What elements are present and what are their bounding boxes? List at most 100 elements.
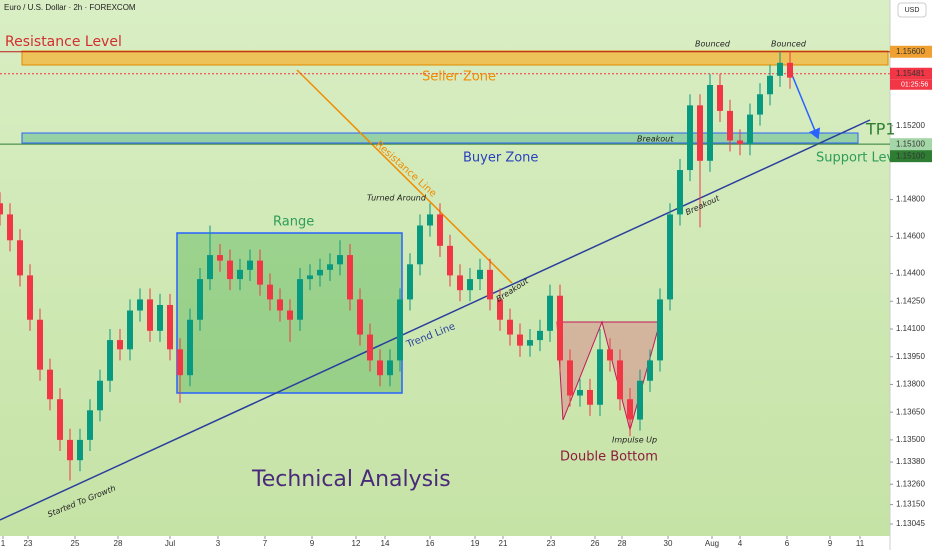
x-tick-label: 25 [71, 539, 80, 548]
candle-body [677, 170, 683, 215]
candle-body [317, 269, 323, 276]
candle-body [377, 360, 383, 376]
candle-body [117, 340, 123, 350]
candle-body [627, 399, 633, 420]
candle-body [307, 275, 313, 280]
candle-body [417, 225, 423, 265]
x-tick-label: 16 [426, 539, 435, 548]
countdown-box [890, 79, 932, 90]
candle-body [137, 299, 143, 311]
x-tick-label: 3 [216, 539, 221, 548]
candle-body [477, 269, 483, 280]
annotation: Bounced [771, 40, 807, 49]
x-tick-label: 6 [785, 539, 790, 548]
candle-body [147, 299, 153, 331]
candle-body [357, 299, 363, 335]
buyer-zone [21, 132, 859, 144]
price-tag-label: 1.15600 [896, 47, 925, 56]
candle-body [167, 304, 173, 350]
candle-body [227, 260, 233, 280]
candle-body [557, 295, 563, 361]
annotation: Impulse Up [612, 436, 657, 445]
y-tick-label: 1.13150 [896, 500, 925, 509]
x-tick-label: Aug [705, 539, 719, 548]
annotation: Double Bottom [560, 450, 658, 465]
candle-body [57, 399, 63, 440]
candle-body [187, 319, 193, 376]
candle-body [237, 269, 243, 280]
candle-body [577, 389, 583, 396]
x-tick-label: 26 [591, 539, 600, 548]
y-tick-label: 1.14100 [896, 324, 925, 333]
x-tick-label: 9 [310, 539, 315, 548]
candle-body [597, 349, 603, 405]
candle-body [407, 264, 413, 300]
candle-body [277, 299, 283, 311]
candle-body [547, 295, 553, 331]
price-tag [890, 138, 932, 151]
candle-body [37, 319, 43, 370]
resistance-line [296, 69, 513, 284]
x-tick-label: 1 [1, 539, 6, 548]
annotation: Seller Zone [422, 70, 496, 85]
x-tick-label: 19 [471, 539, 480, 548]
x-tick-label: 14 [381, 539, 390, 548]
x-tick-label: 12 [352, 539, 361, 548]
target-arrow [789, 69, 821, 140]
annotation: Support Level [816, 151, 906, 166]
time-axis-panel [0, 536, 890, 550]
price-tag-label: 1.15100 [896, 151, 925, 160]
candle-body [737, 140, 743, 145]
x-tick-label: Jul [165, 539, 175, 548]
candle-body [7, 214, 13, 241]
candle-body [787, 62, 793, 78]
candle-body [297, 279, 303, 320]
candle-body [97, 380, 103, 411]
candle-body [497, 299, 503, 320]
candle-body [437, 214, 443, 246]
candle-body [467, 279, 473, 291]
y-tick-label: 1.13500 [896, 435, 925, 444]
candle-body [537, 330, 543, 341]
annotation: Breakout [637, 135, 674, 144]
x-tick-label: 11 [856, 539, 865, 548]
candle-body [637, 380, 643, 420]
price-tag [890, 150, 932, 163]
candle-body [67, 439, 73, 461]
candle-body [17, 240, 23, 276]
candle-body [0, 203, 3, 215]
candle-body [727, 110, 733, 141]
annotation: Bounced [695, 40, 731, 49]
currency: USD [905, 7, 920, 14]
candle-body [697, 105, 703, 161]
candle-body [617, 360, 623, 400]
candle-body [127, 310, 133, 350]
candle-body [707, 85, 713, 161]
candle-body [607, 349, 613, 361]
candle-body [387, 360, 393, 376]
countdown: 01:25:56 [901, 82, 928, 89]
currency-box [897, 2, 927, 18]
candle-body [767, 75, 773, 95]
candle-body [87, 410, 93, 440]
trend-line [0, 119, 871, 521]
candle-body [347, 255, 353, 300]
annotation: TP1 [865, 120, 896, 139]
x-tick-label: 23 [547, 539, 556, 548]
candle-body [777, 62, 783, 76]
candle-body [337, 255, 343, 265]
annotation: Technical Analysis [251, 467, 451, 492]
x-tick-label: 30 [664, 539, 673, 548]
candle-body [757, 94, 763, 115]
candle-body [667, 214, 673, 300]
y-tick-label: 1.13380 [896, 457, 925, 466]
candle-body [197, 279, 203, 320]
candle-body [567, 360, 573, 396]
y-tick-label: 1.14600 [896, 232, 925, 241]
y-tick-label: 1.13800 [896, 380, 925, 389]
y-tick-label: 1.13045 [896, 519, 925, 528]
candle-body [207, 255, 213, 280]
y-tick-label: 1.13260 [896, 479, 925, 488]
